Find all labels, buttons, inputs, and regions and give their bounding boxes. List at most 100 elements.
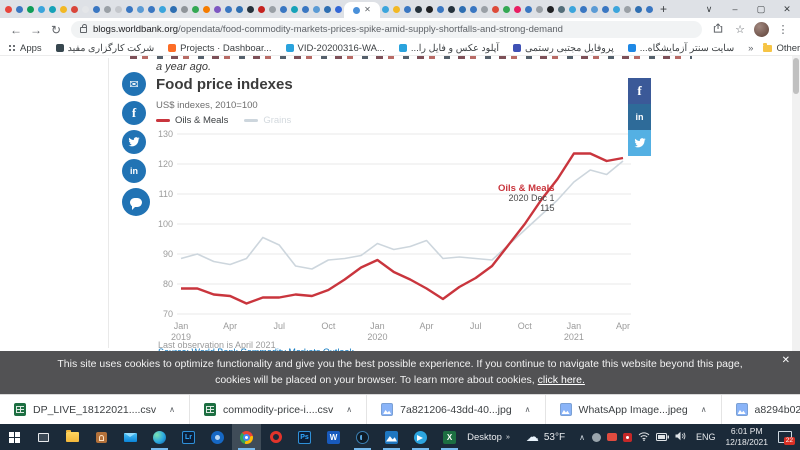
- pinned-tab[interactable]: [58, 0, 69, 18]
- pinned-tab[interactable]: [435, 0, 446, 18]
- pinned-tab[interactable]: [201, 0, 212, 18]
- desktop-chevron-icon[interactable]: »: [505, 433, 510, 441]
- download-item[interactable]: 7a821206-43dd-40...jpg ∧: [367, 395, 546, 424]
- bookmark-item[interactable]: VID-20200316-WA...: [285, 43, 385, 54]
- download-item[interactable]: WhatsApp Image...jpeg ∧: [546, 395, 722, 424]
- pinned-tabs-left[interactable]: [3, 0, 344, 18]
- pinned-tab[interactable]: [413, 0, 424, 18]
- source-link[interactable]: Source: World Bank Commodity Markets Out…: [158, 347, 356, 351]
- pinned-tab[interactable]: [501, 0, 512, 18]
- forward-icon[interactable]: →: [30, 22, 42, 37]
- action-center-icon[interactable]: 22: [778, 431, 795, 445]
- pinned-tab[interactable]: [457, 0, 468, 18]
- pinned-tab[interactable]: [223, 0, 234, 18]
- pinned-tab[interactable]: [611, 0, 622, 18]
- close-icon[interactable]: ✕: [783, 4, 791, 14]
- word-taskbar-icon[interactable]: W: [319, 424, 348, 450]
- menu-kebab-icon[interactable]: ⋮: [777, 24, 789, 36]
- pinned-tab[interactable]: [190, 0, 201, 18]
- mail-taskbar-icon[interactable]: [116, 424, 145, 450]
- tab-close-icon[interactable]: ✕: [364, 5, 371, 14]
- page-scrollbar[interactable]: [792, 56, 800, 394]
- pinned-tab[interactable]: [490, 0, 501, 18]
- language-indicator[interactable]: ENG: [695, 432, 716, 442]
- pinned-tab[interactable]: [168, 0, 179, 18]
- reload-icon[interactable]: ↻: [50, 22, 62, 37]
- download-chevron-icon[interactable]: ∧: [524, 405, 531, 414]
- photos-taskbar-icon[interactable]: [377, 424, 406, 450]
- minimize-icon[interactable]: –: [732, 4, 738, 14]
- download-chevron-icon[interactable]: ∧: [169, 405, 176, 414]
- pinned-tab[interactable]: [47, 0, 58, 18]
- tray-recorder-icon[interactable]: [606, 433, 617, 441]
- pinned-tab[interactable]: [468, 0, 479, 18]
- pinned-tab[interactable]: [644, 0, 655, 18]
- store-taskbar-icon[interactable]: [87, 424, 116, 450]
- pinned-tab[interactable]: [512, 0, 523, 18]
- pinned-tab[interactable]: [289, 0, 300, 18]
- download-chevron-icon[interactable]: ∧: [700, 405, 707, 414]
- chrome-taskbar-icon[interactable]: [232, 424, 261, 450]
- linkedin-share-icon[interactable]: in: [122, 159, 146, 183]
- url-bar[interactable]: blogs.worldbank.org /opendata/food-commo…: [71, 21, 702, 38]
- photoshop-taskbar-icon[interactable]: Ps: [290, 424, 319, 450]
- pinned-tab[interactable]: [278, 0, 289, 18]
- bookmark-item[interactable]: پروفایل مجتبی رستمی: [513, 43, 614, 54]
- pinned-tab[interactable]: [589, 0, 600, 18]
- apps-shortcut[interactable]: Apps: [8, 43, 42, 54]
- download-item[interactable]: DP_LIVE_18122021....csv ∧: [0, 395, 191, 424]
- pinned-tab[interactable]: [14, 0, 25, 18]
- pinned-tab[interactable]: [212, 0, 223, 18]
- lightroom-taskbar-icon[interactable]: Lr: [174, 424, 203, 450]
- active-tab[interactable]: ✕: [344, 2, 380, 18]
- pinned-tab[interactable]: [80, 0, 91, 18]
- pinned-tab[interactable]: [479, 0, 490, 18]
- maximize-icon[interactable]: ▢: [756, 4, 766, 14]
- wifi-icon[interactable]: [638, 428, 650, 446]
- weather-widget[interactable]: ☁ 53°F: [526, 429, 565, 445]
- media-app-taskbar-icon[interactable]: [348, 424, 377, 450]
- pinned-tab[interactable]: [267, 0, 278, 18]
- opera-taskbar-icon[interactable]: [261, 424, 290, 450]
- new-tab-button[interactable]: +: [660, 2, 668, 16]
- telegram-taskbar-icon[interactable]: [406, 424, 435, 450]
- pinned-tab[interactable]: [446, 0, 457, 18]
- pinned-tab[interactable]: [25, 0, 36, 18]
- bookmark-item[interactable]: شرکت کارگزاری مفید: [55, 43, 154, 54]
- pinned-tab[interactable]: [600, 0, 611, 18]
- pinned-tab[interactable]: [424, 0, 435, 18]
- download-item[interactable]: commodity-price-i....csv ∧: [190, 395, 368, 424]
- download-chevron-icon[interactable]: ∧: [346, 405, 353, 414]
- other-bookmarks[interactable]: Other bookmarks: [763, 42, 800, 54]
- pinned-tab[interactable]: [391, 0, 402, 18]
- twitter-share-icon[interactable]: [122, 130, 146, 154]
- back-icon[interactable]: ←: [10, 22, 22, 37]
- legend-item[interactable]: Grains: [244, 115, 291, 126]
- pinned-tab[interactable]: [157, 0, 168, 18]
- pinned-tab[interactable]: [311, 0, 322, 18]
- pinned-tab[interactable]: [633, 0, 644, 18]
- pinned-tab[interactable]: [245, 0, 256, 18]
- pinned-tab[interactable]: [146, 0, 157, 18]
- pinned-tab[interactable]: [91, 0, 102, 18]
- pinned-tab[interactable]: [545, 0, 556, 18]
- email-share-icon[interactable]: ✉: [122, 72, 146, 96]
- legend-item[interactable]: Oils & Meals: [156, 115, 228, 126]
- pinned-tab[interactable]: [113, 0, 124, 18]
- pinned-tabs-right[interactable]: [380, 0, 655, 18]
- speaker-icon[interactable]: [675, 428, 686, 446]
- bookmark-item[interactable]: آپلود عکس و فایل را...: [398, 43, 499, 54]
- blue-app-taskbar-icon[interactable]: [203, 424, 232, 450]
- desktop-toolbar-label[interactable]: Desktop: [467, 431, 502, 443]
- cookie-close-icon[interactable]: ✕: [781, 355, 790, 366]
- pinned-tab[interactable]: [380, 0, 391, 18]
- comments-share-icon[interactable]: [122, 188, 150, 216]
- pinned-tab[interactable]: [3, 0, 14, 18]
- pinned-tab[interactable]: [102, 0, 113, 18]
- pinned-tab[interactable]: [322, 0, 333, 18]
- bookmark-item[interactable]: سایت سنتر آزمایشگاه...: [627, 43, 734, 54]
- facebook-share-icon[interactable]: f: [122, 101, 146, 125]
- pinned-tab[interactable]: [36, 0, 47, 18]
- tab-search-icon[interactable]: ∨: [705, 4, 713, 14]
- pinned-tab[interactable]: [333, 0, 344, 18]
